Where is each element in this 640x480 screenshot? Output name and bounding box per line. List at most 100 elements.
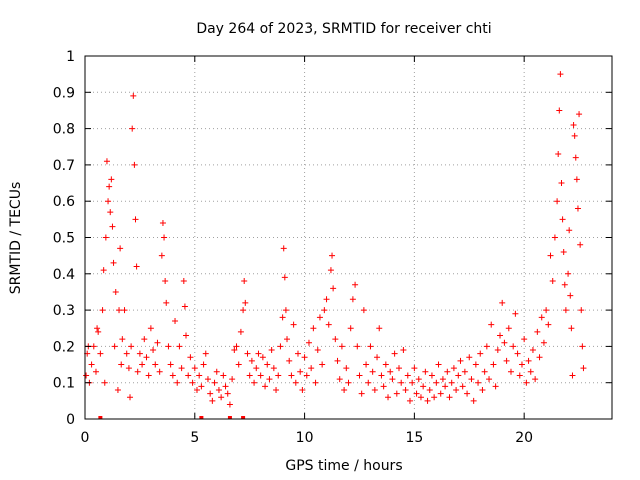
data-point <box>338 343 345 350</box>
data-point <box>369 368 376 375</box>
data-point <box>497 332 504 339</box>
data-point <box>363 361 370 368</box>
data-point <box>282 307 289 314</box>
data-point <box>185 372 192 379</box>
data-point <box>172 317 179 324</box>
data-point <box>572 154 579 161</box>
y-tick-label: 1 <box>66 49 75 65</box>
data-point <box>314 347 321 354</box>
data-point <box>580 365 587 372</box>
data-point <box>400 347 407 354</box>
data-point <box>108 176 115 183</box>
data-point <box>268 347 275 354</box>
data-point <box>446 394 453 401</box>
data-point <box>114 386 121 393</box>
data-point <box>209 397 216 404</box>
data-point <box>560 249 567 256</box>
data-point <box>387 368 394 375</box>
data-point <box>433 379 440 386</box>
data-point <box>450 365 457 372</box>
data-point <box>233 343 240 350</box>
data-point <box>226 401 233 408</box>
data-point <box>415 376 422 383</box>
x-tick-labels: 0 5 10 15 20 <box>81 430 534 446</box>
data-point <box>558 180 565 187</box>
data-point <box>106 183 113 190</box>
data-point <box>145 372 152 379</box>
data-point <box>477 350 484 357</box>
data-point <box>191 365 198 372</box>
data-point <box>305 339 312 346</box>
data-point <box>461 368 468 375</box>
data-point <box>360 307 367 314</box>
data-point <box>396 365 403 372</box>
data-point <box>555 151 562 158</box>
grid-lines <box>85 56 612 419</box>
data-point <box>532 376 539 383</box>
data-point <box>281 274 288 281</box>
data-point <box>574 205 581 212</box>
data-point <box>308 365 315 372</box>
x-axis-title: GPS time / hours <box>285 458 402 474</box>
data-point <box>207 390 214 397</box>
data-point <box>319 361 326 368</box>
data-point <box>413 390 420 397</box>
x-tick-label: 0 <box>81 430 90 446</box>
data-point <box>349 296 356 303</box>
data-point <box>404 372 411 379</box>
data-point <box>159 219 166 226</box>
data-point <box>253 365 260 372</box>
data-point <box>354 343 361 350</box>
data-point <box>540 339 547 346</box>
data-point <box>488 321 495 328</box>
zero-value-marker <box>199 416 204 419</box>
data-point <box>503 357 510 364</box>
data-point <box>181 303 188 310</box>
data-point <box>270 365 277 372</box>
data-point <box>378 372 385 379</box>
data-point <box>431 394 438 401</box>
data-point <box>358 390 365 397</box>
data-point <box>280 245 287 252</box>
data-point <box>161 234 168 241</box>
zero-value-marker <box>241 416 246 419</box>
data-point <box>127 394 134 401</box>
data-point <box>279 314 286 321</box>
data-point <box>130 92 137 99</box>
data-point <box>136 350 143 357</box>
data-point <box>189 379 196 386</box>
data-point <box>215 386 222 393</box>
data-point <box>312 379 319 386</box>
data-point <box>94 325 101 332</box>
y-tick-labels: 0 0.1 0.2 0.3 0.4 0.5 0.6 0.7 0.8 0.9 1 <box>53 49 75 428</box>
data-point <box>200 361 207 368</box>
data-point <box>121 307 128 314</box>
data-point <box>255 350 262 357</box>
data-point <box>490 361 497 368</box>
data-point <box>301 354 308 361</box>
data-point <box>512 310 519 317</box>
data-point <box>329 252 336 259</box>
data-point <box>576 111 583 118</box>
data-point <box>442 383 449 390</box>
data-point <box>549 278 556 285</box>
data-point <box>237 328 244 335</box>
data-point <box>193 386 200 393</box>
data-point <box>224 390 231 397</box>
data-point <box>154 339 161 346</box>
data-point <box>257 372 264 379</box>
data-point <box>579 343 586 350</box>
data-point <box>134 368 141 375</box>
data-point <box>411 365 418 372</box>
y-tick-label: 0.9 <box>53 85 75 101</box>
data-point <box>244 350 251 357</box>
data-point <box>292 379 299 386</box>
data-point <box>286 357 293 364</box>
data-point <box>111 343 118 350</box>
data-point <box>275 372 282 379</box>
data-point <box>303 372 310 379</box>
data-point <box>336 376 343 383</box>
data-point <box>453 386 460 393</box>
data-point <box>435 361 442 368</box>
y-tick-label: 0 <box>66 412 75 428</box>
